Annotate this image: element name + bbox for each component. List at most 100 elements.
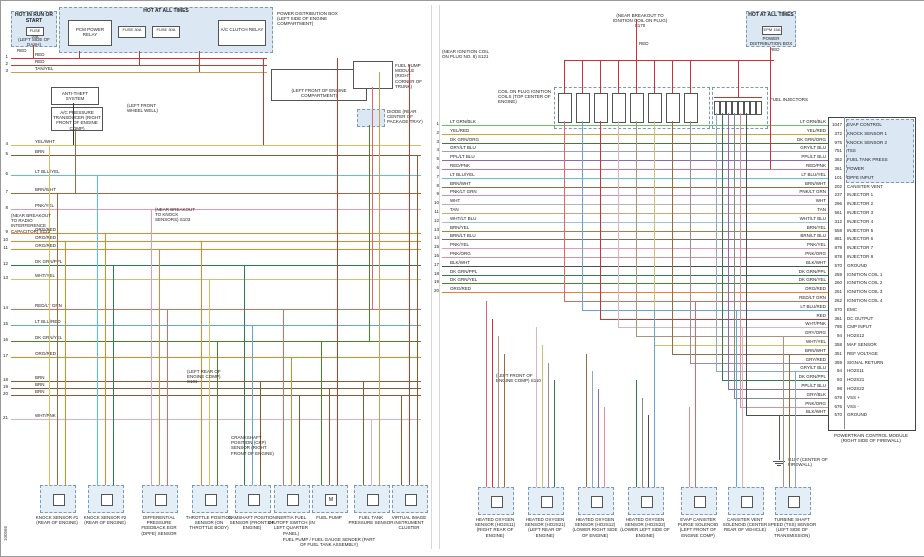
pcm-pin-function: HO2S21 <box>847 377 865 382</box>
wire-line <box>11 155 421 156</box>
wire-line <box>11 395 421 396</box>
pcm-pin-function: HO2S12 <box>847 333 865 338</box>
wire-number: 17 <box>2 353 8 358</box>
ignition-coil[interactable] <box>684 93 698 123</box>
component-box[interactable] <box>274 485 310 513</box>
wire-color-label: ORG/RED <box>35 243 57 248</box>
component-glyph-icon <box>155 494 167 506</box>
ac-pressure-transducer-box[interactable]: A/C PRESSURE TRANSDUCER (RIGHT FRONT OF … <box>51 107 103 131</box>
wire-color-label: RED <box>35 59 45 64</box>
ignition-coil[interactable] <box>612 93 626 123</box>
pcm-pin-function: VSS - <box>847 404 859 409</box>
wire-line <box>442 266 828 267</box>
ac-clutch-relay[interactable]: A/C CLUTCH RELAY <box>218 20 266 46</box>
component-box[interactable] <box>775 487 811 515</box>
wire-color-label: DK GRN/YEL <box>798 277 826 282</box>
wire-line <box>548 363 549 487</box>
pcm-pin-function: KNOCK SENSOR 1 <box>847 131 888 136</box>
pcm-pin-number: 259 <box>834 272 842 277</box>
hot-in-run-box: HOT IN RUN OR START FUSE 20A (LEFT SIDE … <box>11 11 57 47</box>
wire-line <box>442 143 828 144</box>
component-box[interactable]: M <box>312 485 348 513</box>
fuel-injector[interactable] <box>714 101 720 115</box>
wire-line <box>789 354 790 487</box>
wire-color-label: WHT/PNK <box>805 321 826 326</box>
wire-line <box>442 248 828 249</box>
ignition-coil[interactable] <box>558 93 572 123</box>
wire-line <box>636 60 637 93</box>
wire-color-label: RED/LT GRN <box>799 295 826 300</box>
ignition-coil[interactable] <box>594 93 608 123</box>
wire-line <box>11 193 421 194</box>
fuel-injector[interactable] <box>732 101 738 115</box>
wire-color-label: WHT/LT BLU <box>450 216 477 221</box>
wire-line <box>672 60 673 93</box>
pcm-pin-number: 361 <box>834 316 842 321</box>
component-box[interactable] <box>681 487 717 515</box>
component-box[interactable] <box>528 487 564 515</box>
component-box[interactable] <box>235 485 271 513</box>
component-box[interactable] <box>392 485 428 513</box>
diode-box[interactable] <box>357 109 385 127</box>
wire-number: 2 <box>436 130 439 135</box>
pcm-pin-number: 202 <box>834 184 842 189</box>
wire-color-label: WHT/PNK <box>35 413 56 418</box>
hot-at-all-times-header: HOT AT ALL TIMES <box>143 8 189 14</box>
component-box[interactable] <box>728 487 764 515</box>
pcm-pin-number: 676 <box>834 404 842 409</box>
pcm-pin-function: INJECTOR 6 <box>847 236 874 241</box>
component-box[interactable] <box>628 487 664 515</box>
wire-color-label: BRN/LT BLU <box>800 233 826 238</box>
wire-line <box>371 419 372 485</box>
wire-line <box>654 310 655 487</box>
fuel-injector[interactable] <box>750 101 756 115</box>
fuel-injector[interactable] <box>726 101 732 115</box>
component-box[interactable] <box>142 485 178 513</box>
component-box[interactable] <box>578 487 614 515</box>
component-box[interactable] <box>192 485 228 513</box>
wire-line <box>498 336 499 487</box>
anti-theft-box[interactable]: ANTI-THEFT SYSTEM <box>51 87 99 105</box>
pcm-pin-number: 351 <box>834 351 842 356</box>
right-page: (NEAR BREAKOUT TO IGNITION COIL ON PLUG)… <box>434 5 920 549</box>
fuse-30a-2[interactable]: FUSE 30A <box>152 26 180 38</box>
pcm-pin-function: MAF SENSOR <box>847 342 877 347</box>
fuel-injector[interactable] <box>756 101 762 115</box>
wire-color-label: BLK/WHT <box>805 409 826 414</box>
fuel-injector[interactable] <box>744 101 750 115</box>
wire-line <box>536 327 537 487</box>
wire-color-label: YEL/RED <box>806 128 826 133</box>
wire-color-label: ORG/RED <box>804 286 826 291</box>
component-box[interactable] <box>40 485 76 513</box>
ignition-coil[interactable] <box>666 93 680 123</box>
wire-line <box>401 395 402 485</box>
component-box[interactable] <box>354 485 390 513</box>
wire-color-label: RED <box>816 313 826 318</box>
engine-comp-connector-box[interactable]: (LEFT FRONT OF ENGINE COMPARTMENT) <box>271 69 367 101</box>
fuel-pump-module-box[interactable] <box>353 61 393 89</box>
pcm-power-relay[interactable]: PCM POWER RELAY <box>68 20 112 46</box>
wire-color-label: TAN/YEL <box>35 66 54 71</box>
wire-number: 4 <box>436 147 439 152</box>
wire-number: 5 <box>436 156 439 161</box>
ignition-coil[interactable] <box>648 93 662 123</box>
ignition-coil[interactable] <box>576 93 590 123</box>
pcm-pin-function: IGNITION COIL 1 <box>847 272 883 277</box>
component-box[interactable] <box>88 485 124 513</box>
wire-line <box>442 292 828 293</box>
fuel-injector[interactable] <box>738 101 744 115</box>
wire-color-label: PPL/LT BLU <box>450 154 475 159</box>
wire-line <box>736 310 737 487</box>
pcm-pin-function: INJECTOR 5 <box>847 228 874 233</box>
wire-color-label: DK GRN/PPL <box>450 269 478 274</box>
wire-line <box>11 357 421 358</box>
component-box[interactable] <box>478 487 514 515</box>
wire-line <box>11 175 421 176</box>
wire-line <box>329 388 330 485</box>
fuse-30a-1[interactable]: FUSE 30A <box>118 26 146 38</box>
fuel-injector[interactable] <box>720 101 726 115</box>
pcm-pin-function: INJECTOR 3 <box>847 210 874 215</box>
wire-line <box>11 309 421 310</box>
ignition-coil[interactable] <box>630 93 644 123</box>
hot-at-all-times-box: HOT AT ALL TIMES EPM 15A POWER DISTRIBUT… <box>746 11 796 47</box>
